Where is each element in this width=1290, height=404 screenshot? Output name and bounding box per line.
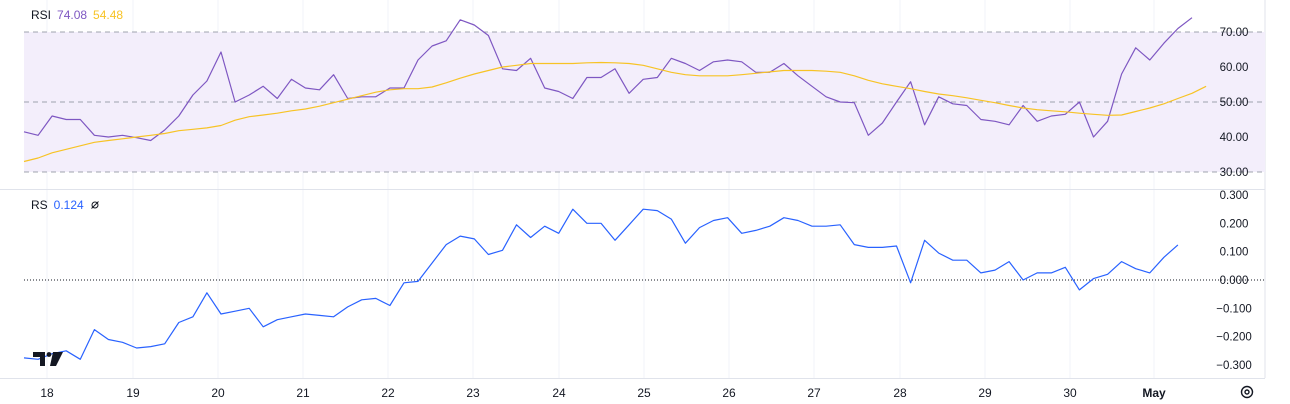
rsi-y-tick-label: 60.00 [1220, 62, 1249, 74]
rsi-y-tick-label: 50.00 [1220, 97, 1249, 109]
rs-y-tick-label: 0.300 [1220, 190, 1249, 202]
x-tick-label: 20 [211, 386, 225, 400]
rs-y-tick-label: 0.200 [1220, 218, 1249, 230]
x-tick-label: 22 [381, 386, 395, 400]
rsi-label: RSI [31, 8, 52, 22]
rs-y-tick-label: 0.000 [1220, 275, 1249, 287]
rs-legend[interactable]: RS 0.124 [31, 198, 100, 212]
eye-slash-icon[interactable] [90, 200, 100, 210]
rs-line [23, 208, 1179, 360]
x-tick-label: 18 [40, 386, 54, 400]
rs-y-tick-label: −0.200 [1216, 332, 1252, 344]
x-tick-label: 25 [637, 386, 651, 400]
x-tick-label: 30 [1063, 386, 1077, 400]
rs-y-tick-label: 0.100 [1220, 247, 1249, 259]
rsi-y-tick-label: 30.00 [1220, 167, 1249, 179]
tradingview-logo-icon[interactable] [33, 350, 63, 366]
gear-icon[interactable] [1239, 384, 1255, 400]
x-tick-label: 27 [807, 386, 821, 400]
rs-y-tick-label: −0.100 [1216, 303, 1252, 315]
rsi-background-band [24, 32, 1265, 172]
x-tick-label: 19 [126, 386, 140, 400]
rs-value: 0.124 [53, 198, 84, 212]
rsi-value: 74.08 [57, 8, 88, 22]
x-tick-label: 24 [552, 386, 566, 400]
rsi-y-tick-label: 40.00 [1220, 132, 1249, 144]
x-tick-label: 21 [296, 386, 310, 400]
x-tick-label: May [1142, 386, 1166, 400]
rsi-y-tick-label: 70.00 [1220, 27, 1249, 39]
rsi-ma-line [23, 61, 1207, 163]
x-tick-label: 26 [722, 386, 736, 400]
x-tick-label: 23 [466, 386, 480, 400]
rsi-ma-value: 54.48 [93, 8, 124, 22]
rs-y-tick-label: −0.300 [1216, 360, 1252, 372]
x-tick-label: 29 [978, 386, 992, 400]
x-tick-label: 28 [893, 386, 907, 400]
rsi-line [23, 17, 1193, 142]
rsi-legend[interactable]: RSI 74.08 54.48 [31, 8, 123, 22]
rs-label: RS [31, 198, 48, 212]
